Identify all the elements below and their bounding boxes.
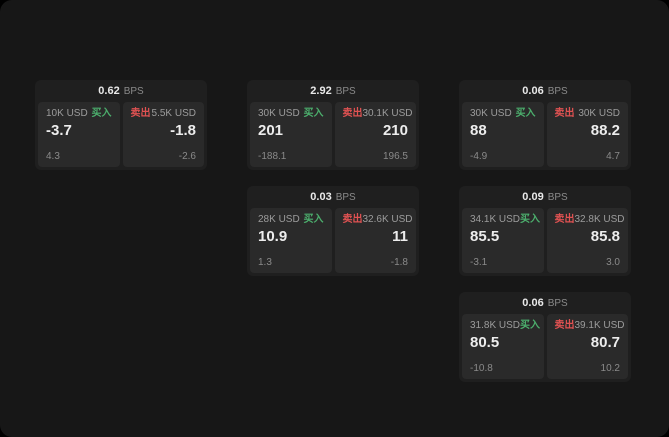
buy-delta: 4.3 (46, 151, 60, 162)
sell-price: 88.2 (590, 122, 620, 139)
quote-card: 2.92 BPS 30K USD 买入 201 -188.1 卖出 30.1K … (247, 80, 419, 170)
bps-unit-label: BPS (547, 297, 568, 309)
sell-price: 210 (382, 122, 408, 139)
sell-label: 卖出 (554, 108, 575, 119)
quote-panels: 30K USD 买入 88 -4.9 卖出 30K USD 88.2 4.7 (459, 102, 631, 170)
sell-label: 卖出 (554, 214, 575, 225)
sell-label: 卖出 (130, 108, 151, 119)
buy-panel[interactable]: 30K USD 买入 201 -188.1 (250, 102, 332, 167)
buy-amount: 28K USD (258, 214, 300, 225)
buy-label: 买入 (515, 108, 536, 119)
buy-delta: -10.8 (470, 363, 493, 374)
quote-card: 0.09 BPS 34.1K USD 买入 85.5 -3.1 卖出 32.8K… (459, 186, 631, 276)
buy-label: 买入 (520, 214, 541, 225)
bps-unit-label: BPS (547, 85, 568, 97)
sell-price: 85.8 (590, 228, 620, 245)
buy-label: 买入 (303, 108, 324, 119)
sell-amount: 32.8K USD (574, 214, 625, 225)
buy-price: 88 (470, 122, 487, 139)
buy-price: 10.9 (258, 228, 288, 245)
sell-label: 卖出 (342, 108, 363, 119)
quote-card-grid: 0.62 BPS 10K USD 买入 -3.7 4.3 卖出 5.5K USD (35, 80, 631, 382)
bps-unit-label: BPS (547, 191, 568, 203)
sell-panel[interactable]: 卖出 30.1K USD 210 196.5 (334, 102, 416, 167)
sell-amount: 5.5K USD (151, 108, 196, 119)
buy-amount: 30K USD (470, 108, 512, 119)
quote-panels: 31.8K USD 买入 80.5 -10.8 卖出 39.1K USD 80.… (459, 314, 631, 382)
buy-amount: 34.1K USD (470, 214, 521, 225)
buy-label: 买入 (303, 214, 324, 225)
quote-card: 0.62 BPS 10K USD 买入 -3.7 4.3 卖出 5.5K USD (35, 80, 207, 170)
spread-header: 0.06 BPS (459, 80, 631, 102)
quote-card: 0.06 BPS 30K USD 买入 88 -4.9 卖出 30K USD (459, 80, 631, 170)
buy-delta: -3.1 (470, 257, 488, 268)
quote-panels: 10K USD 买入 -3.7 4.3 卖出 5.5K USD -1.8 -2.… (35, 102, 207, 170)
buy-delta: -4.9 (470, 151, 488, 162)
spread-value: 0.06 (522, 297, 544, 309)
sell-delta: -2.6 (178, 151, 196, 162)
sell-amount: 30K USD (578, 108, 620, 119)
spread-value: 2.92 (310, 85, 332, 97)
spread-header: 0.03 BPS (247, 186, 419, 208)
quote-panels: 34.1K USD 买入 85.5 -3.1 卖出 32.8K USD 85.8… (459, 208, 631, 276)
buy-panel[interactable]: 10K USD 买入 -3.7 4.3 (38, 102, 120, 167)
sell-delta: 4.7 (606, 151, 620, 162)
buy-panel[interactable]: 30K USD 买入 88 -4.9 (462, 102, 544, 167)
quote-card: 0.06 BPS 31.8K USD 买入 80.5 -10.8 卖出 39.1… (459, 292, 631, 382)
spread-header: 0.09 BPS (459, 186, 631, 208)
buy-delta: -188.1 (258, 151, 287, 162)
buy-price: -3.7 (46, 122, 72, 139)
quote-panels: 30K USD 买入 201 -188.1 卖出 30.1K USD 210 1… (247, 102, 419, 170)
spread-header: 0.06 BPS (459, 292, 631, 314)
buy-label: 买入 (91, 108, 112, 119)
spread-value: 0.03 (310, 191, 332, 203)
sell-delta: 10.2 (600, 363, 620, 374)
spread-header: 0.62 BPS (35, 80, 207, 102)
spread-value: 0.62 (98, 85, 120, 97)
sell-panel[interactable]: 卖出 30K USD 88.2 4.7 (546, 102, 628, 167)
sell-label: 卖出 (342, 214, 363, 225)
bps-unit-label: BPS (335, 85, 356, 97)
sell-amount: 32.6K USD (362, 214, 413, 225)
buy-price: 201 (258, 122, 284, 139)
sell-delta: -1.8 (390, 257, 408, 268)
buy-price: 85.5 (470, 228, 500, 245)
sell-panel[interactable]: 卖出 32.8K USD 85.8 3.0 (546, 208, 628, 273)
spread-value: 0.09 (522, 191, 544, 203)
buy-label: 买入 (520, 320, 541, 331)
buy-amount: 31.8K USD (470, 320, 521, 331)
sell-panel[interactable]: 卖出 32.6K USD 11 -1.8 (334, 208, 416, 273)
quote-panels: 28K USD 买入 10.9 1.3 卖出 32.6K USD 11 -1.8 (247, 208, 419, 276)
sell-price: 11 (392, 228, 408, 245)
spread-header: 2.92 BPS (247, 80, 419, 102)
buy-amount: 30K USD (258, 108, 300, 119)
bps-unit-label: BPS (335, 191, 356, 203)
sell-panel[interactable]: 卖出 5.5K USD -1.8 -2.6 (122, 102, 204, 167)
sell-panel[interactable]: 卖出 39.1K USD 80.7 10.2 (546, 314, 628, 379)
quote-card: 0.03 BPS 28K USD 买入 10.9 1.3 卖出 32.6K US… (247, 186, 419, 276)
sell-amount: 39.1K USD (574, 320, 625, 331)
sell-price: -1.8 (170, 122, 196, 139)
buy-amount: 10K USD (46, 108, 88, 119)
sell-price: 80.7 (590, 334, 620, 351)
spread-value: 0.06 (522, 85, 544, 97)
buy-panel[interactable]: 28K USD 买入 10.9 1.3 (250, 208, 332, 273)
bps-unit-label: BPS (123, 85, 144, 97)
buy-panel[interactable]: 31.8K USD 买入 80.5 -10.8 (462, 314, 544, 379)
buy-delta: 1.3 (258, 257, 272, 268)
sell-amount: 30.1K USD (362, 108, 413, 119)
sell-delta: 3.0 (606, 257, 620, 268)
buy-panel[interactable]: 34.1K USD 买入 85.5 -3.1 (462, 208, 544, 273)
buy-price: 80.5 (470, 334, 500, 351)
sell-label: 卖出 (554, 320, 575, 331)
sell-delta: 196.5 (382, 151, 408, 162)
